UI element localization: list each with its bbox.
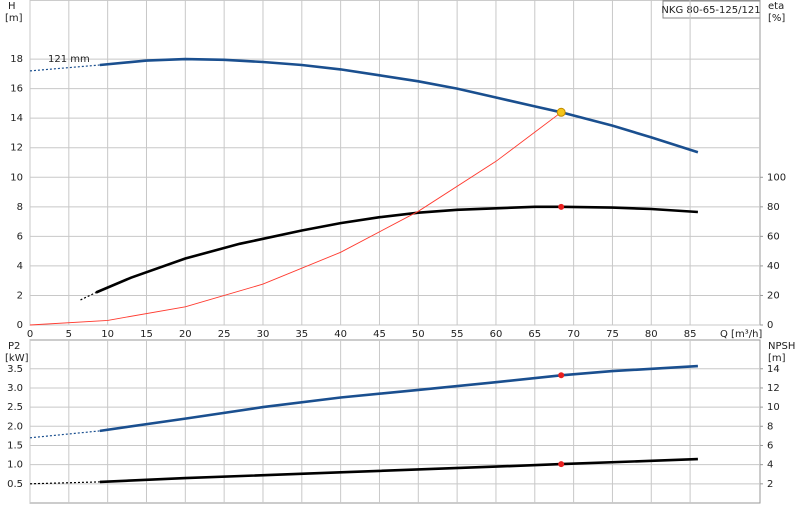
x-tick-label: 0 [27,329,33,340]
x-tick-label: 85 [684,329,697,340]
curve [99,364,698,433]
x-tick-label: 35 [295,329,308,340]
plot-frame [29,0,761,326]
duty-point [556,107,566,117]
y-tick-label: 8 [17,202,23,213]
x-tick-label: 5 [66,329,72,340]
curve [80,291,97,301]
x-tick-label: 75 [606,329,619,340]
y-tick-label: 12 [10,143,23,154]
curve [29,111,562,326]
curve [29,430,100,439]
y2-tick-label: 4 [767,460,773,471]
y2-tick-label: 2 [767,479,773,490]
x-tick-label: 55 [451,329,464,340]
y-tick-label: 1.5 [7,440,23,451]
duty-point [558,461,565,468]
y2-tick-label: 100 [767,172,786,183]
duty-point [558,203,565,210]
curve [29,64,100,72]
x-tick-label: 30 [257,329,270,340]
y2-axis-label: eta [768,1,784,12]
y2-axis-unit: [%] [768,13,785,24]
y-tick-label: 1.0 [7,460,23,471]
x-tick-label: 70 [567,329,580,340]
y-tick-label: 10 [10,172,23,183]
y-tick-label: 3.5 [7,364,23,375]
y2-tick-label: 60 [767,231,780,242]
y-axis-label: H [8,1,16,12]
curve [99,57,699,154]
y-axis-unit: [kW] [5,353,29,364]
y-tick-label: 2.5 [7,402,23,413]
x-tick-label: 15 [140,329,153,340]
x-tick-label: 20 [179,329,192,340]
y-tick-label: 16 [10,84,23,95]
y2-tick-label: 40 [767,261,780,272]
y-tick-label: 0 [17,320,23,331]
x-tick-label: 25 [218,329,231,340]
y2-tick-label: 8 [767,421,773,432]
y2-axis-unit: [m] [768,353,786,364]
curve [95,205,698,294]
x-tick-label: 80 [645,329,658,340]
x-tick-label: 10 [101,329,114,340]
y2-tick-label: 12 [767,383,780,394]
y-tick-label: 2 [17,290,23,301]
y-tick-label: 18 [10,54,23,65]
annotation: 121 mm [48,54,90,65]
x-tick-label: 45 [373,329,386,340]
y-tick-label: 4 [17,261,23,272]
y2-tick-label: 80 [767,202,780,213]
y-tick-label: 0.5 [7,479,23,490]
y-tick-label: 2.0 [7,421,23,432]
x-tick-label: 50 [412,329,425,340]
plot-frame [29,339,761,504]
y2-tick-label: 0 [767,320,773,331]
chart-title: NKG 80-65-125/121 [661,5,760,16]
y2-axis-label: NPSH [768,341,795,352]
x-tick-label: 65 [528,329,541,340]
y2-tick-label: 14 [767,364,780,375]
y2-tick-label: 10 [767,402,780,413]
y-axis-unit: [m] [5,13,23,24]
y-tick-label: 6 [17,231,23,242]
x-axis-label: Q [m³/h] [720,329,762,340]
y2-tick-label: 20 [767,290,780,301]
y-tick-label: 14 [10,113,23,124]
duty-point [558,372,565,379]
x-tick-label: 40 [334,329,347,340]
curve [99,457,698,484]
y-tick-label: 3.0 [7,383,23,394]
y2-tick-label: 6 [767,440,773,451]
x-tick-label: 60 [490,329,503,340]
y-axis-label: P2 [8,341,20,352]
